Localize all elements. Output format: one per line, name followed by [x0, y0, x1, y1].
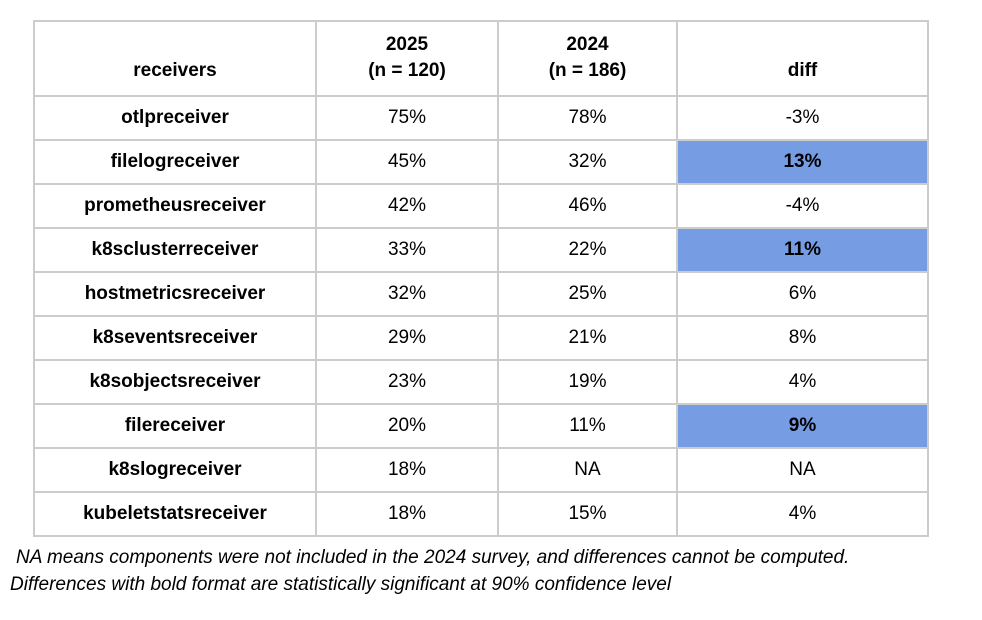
table-row: hostmetricsreceiver 32% 25% 6% [33, 271, 929, 317]
table-body: otlpreceiver 75% 78% -3% filelogreceiver 45% 3… [33, 95, 929, 537]
diff-cell: -3% [676, 95, 929, 141]
diff-cell: -4% [676, 183, 929, 229]
diff-cell: 11% [676, 227, 929, 273]
col-header-2024-year: 2024 [566, 34, 609, 55]
col-header-diff-label: diff [787, 60, 818, 81]
footnote-na-explanation: NA means components were not included in… [16, 547, 850, 568]
value-2024-cell: NA [497, 447, 678, 493]
receivers-comparison-table: receivers 2025 (n = 120) 2024 (n = 186) … [33, 20, 929, 537]
value-2025-cell: 42% [315, 183, 499, 229]
table-row: prometheusreceiver 42% 46% -4% [33, 183, 929, 229]
col-header-receivers: receivers [33, 20, 317, 97]
value-2024-cell: 25% [497, 271, 678, 317]
table-row: k8sclusterreceiver 33% 22% 11% [33, 227, 929, 273]
value-2025-cell: 33% [315, 227, 499, 273]
table-row: filereceiver 20% 11% 9% [33, 403, 929, 449]
col-header-diff: diff [676, 20, 929, 97]
receiver-name-cell: kubeletstatsreceiver [33, 491, 317, 537]
table-row: k8slogreceiver 18% NA NA [33, 447, 929, 493]
col-header-2025: 2025 (n = 120) [315, 20, 499, 97]
receiver-name-cell: k8slogreceiver [33, 447, 317, 493]
footnote-significance: Differences with bold format are statist… [10, 574, 672, 595]
receiver-name-cell: k8sclusterreceiver [33, 227, 317, 273]
value-2024-cell: 46% [497, 183, 678, 229]
col-header-2025-year: 2025 [385, 34, 429, 55]
table-row: kubeletstatsreceiver 18% 15% 4% [33, 491, 929, 537]
value-2025-cell: 18% [315, 447, 499, 493]
value-2024-cell: 15% [497, 491, 678, 537]
value-2024-cell: 19% [497, 359, 678, 405]
value-2024-cell: 78% [497, 95, 678, 141]
value-2025-cell: 75% [315, 95, 499, 141]
value-2024-cell: 32% [497, 139, 678, 185]
col-header-2025-n: (n = 120) [368, 60, 446, 81]
value-2024-cell: 22% [497, 227, 678, 273]
value-2025-cell: 23% [315, 359, 499, 405]
value-2025-cell: 45% [315, 139, 499, 185]
diff-cell: 9% [676, 403, 929, 449]
value-2024-cell: 11% [497, 403, 678, 449]
value-2025-cell: 20% [315, 403, 499, 449]
diff-cell: 4% [676, 491, 929, 537]
diff-cell: 4% [676, 359, 929, 405]
footnotes: NA means components were not included in… [10, 544, 982, 598]
receiver-name-cell: otlpreceiver [33, 95, 317, 141]
diff-cell: 13% [676, 139, 929, 185]
receiver-name-cell: k8sobjectsreceiver [33, 359, 317, 405]
receiver-name-cell: hostmetricsreceiver [33, 271, 317, 317]
table-row: k8sobjectsreceiver 23% 19% 4% [33, 359, 929, 405]
table-row: filelogreceiver 45% 32% 13% [33, 139, 929, 185]
diff-cell: 6% [676, 271, 929, 317]
receiver-name-cell: prometheusreceiver [33, 183, 317, 229]
receiver-name-cell: filereceiver [33, 403, 317, 449]
table-row: k8seventsreceiver 29% 21% 8% [33, 315, 929, 361]
header-row: receivers 2025 (n = 120) 2024 (n = 186) … [33, 20, 929, 97]
diff-cell: 8% [676, 315, 929, 361]
value-2025-cell: 18% [315, 491, 499, 537]
receiver-name-cell: filelogreceiver [33, 139, 317, 185]
diff-cell: NA [676, 447, 929, 493]
receivers-survey-table-page: receivers 2025 (n = 120) 2024 (n = 186) … [0, 20, 982, 620]
value-2025-cell: 32% [315, 271, 499, 317]
col-header-receivers-label: receivers [133, 60, 217, 81]
value-2025-cell: 29% [315, 315, 499, 361]
table-row: otlpreceiver 75% 78% -3% [33, 95, 929, 141]
col-header-2024: 2024 (n = 186) [497, 20, 678, 97]
value-2024-cell: 21% [497, 315, 678, 361]
receiver-name-cell: k8seventsreceiver [33, 315, 317, 361]
col-header-2024-n: (n = 186) [548, 60, 627, 81]
